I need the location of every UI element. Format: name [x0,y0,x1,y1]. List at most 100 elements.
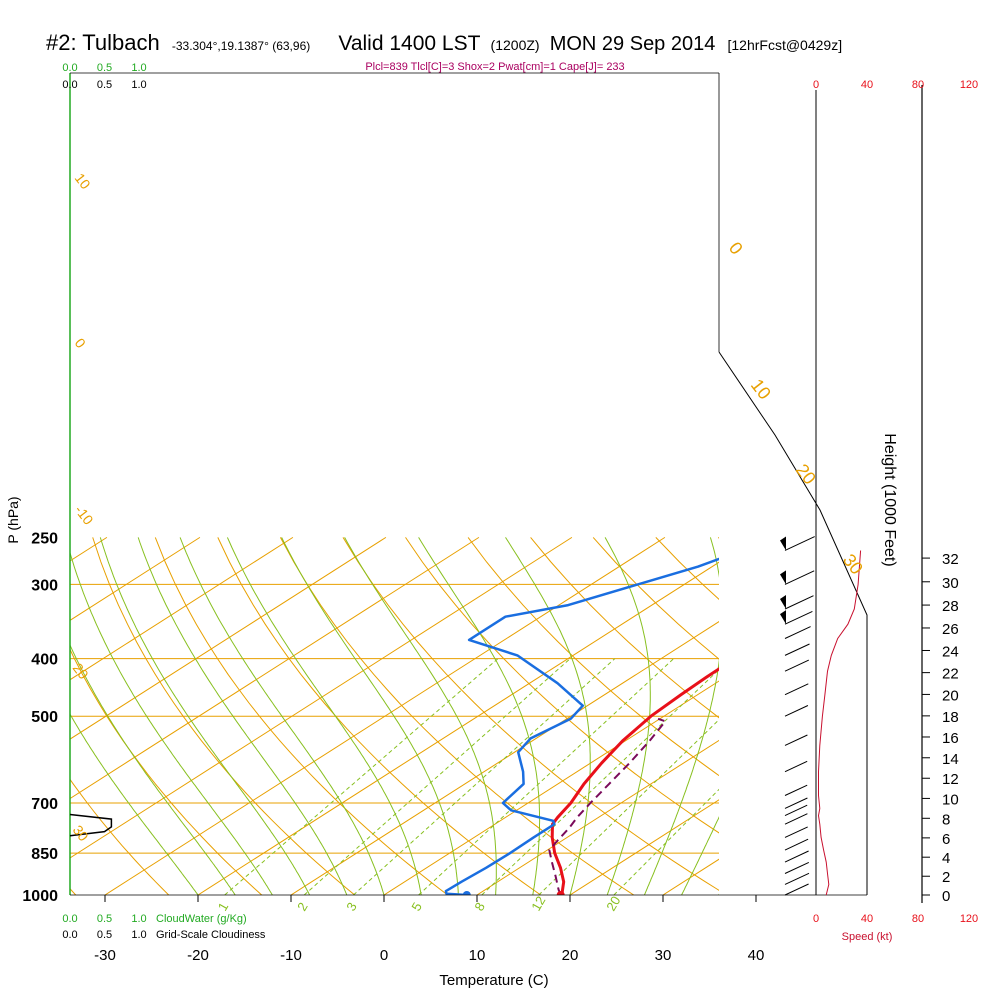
wind-panel-boundary [718,351,868,895]
cloudiness-tick-bottom: 0.5 [97,929,112,941]
cloud-water-tick-top: 1.0 [131,62,146,74]
wind-speed-tick-bottom: 40 [861,913,873,925]
isotherm-line [569,799,719,895]
isotherm-line [104,536,666,895]
height-tick-label: 12 [942,771,959,788]
wind-speed-label: Speed (kt) [842,931,893,943]
wind-barb-staff [784,643,810,656]
forecast-info: [12hrFcst@0429z] [727,37,842,53]
y-tick-label: 400 [31,652,58,669]
dry-adiabat [405,537,719,834]
x-axis: -30 -20 -10 0 10 20 30 40 [94,895,764,964]
mixing-ratio-line [303,658,571,895]
height-tick-label: 6 [942,831,950,848]
y-tick-label: 250 [31,530,58,547]
surface-dewpoint-dot [462,891,471,895]
dry-adiabat [342,537,719,891]
wind-speed-tick-bottom: 80 [912,913,924,925]
cloudiness-tick-top: 1.0 [131,79,146,91]
isotherm-line [197,561,719,895]
wind-barb-staff [784,610,813,625]
wind-barb-staff [784,784,808,796]
x-tick-label: 30 [655,947,672,964]
temperature-trace [550,667,719,895]
height-tick-label: 28 [942,598,959,615]
wind-barb-staff [784,626,811,639]
wind-barb-staff [784,861,810,874]
moist-adiabat [643,537,719,895]
wind-barb-staff [784,734,808,746]
wind-barb-staff [784,826,808,838]
isotherm-line [476,739,719,895]
dry-adiabat [467,537,719,777]
cloudiness-tick-top: 0.0 [62,79,77,91]
moist-adiabat [179,537,385,895]
cloud-water-tick-top: 0.0 [62,62,77,74]
isotherm-line [70,536,201,621]
wind-barb-staff [784,659,810,672]
height-tick-label: 14 [942,751,959,768]
svg-text:#2: Tulbach -33.304°,19.13: #2: Tulbach -33.304°,19.1387° (63,96) Va… [46,30,842,55]
wind-speed-tick-top: 0 [813,79,819,91]
y-tick-label: 700 [31,796,58,813]
y-tick-label: 500 [31,709,58,726]
wind-speed-tick-top: 40 [861,79,873,91]
x-tick-label: -10 [280,947,302,964]
wind-barb-staff [784,872,810,885]
wind-speed-tick-top: 80 [912,79,924,91]
parcel-trace [548,717,667,895]
station-title: #2: Tulbach [46,30,160,55]
x-tick-label: 40 [748,947,765,964]
moist-adiabat [226,537,422,895]
wind-barb-staff [784,804,808,817]
cloud-ticks: 0.0 0.0 0.5 0.5 1.0 1.0 0.0 0.0 0.5 0.5 1.0 1.0 [62,62,146,941]
sounding-traces [444,557,719,895]
moist-adiabat [70,643,236,895]
cloud-water-tick-bottom: 1.0 [131,913,146,925]
dry-adiabat [217,537,541,895]
isotherm-line [383,680,719,895]
mixing-ratio-line [418,658,675,895]
mixing-ratio-label: 12 [528,893,548,913]
x-tick-label: -30 [94,947,116,964]
isotherm-line [290,621,719,895]
wind-barb-staff [784,683,809,696]
moist-adiabat [505,537,591,895]
height-tick-label: 24 [942,643,959,660]
dewpoint-trace [444,557,719,895]
wind-barb-pennant [780,594,786,609]
mixing-ratio-label: 20 [603,893,623,913]
moist-adiabat [70,550,273,895]
station-coords: -33.304°,19.1387° (63,96) [172,39,310,53]
y-axis: 250 300 400 500 700 850 1000 [22,530,58,905]
wind-barbs [780,536,815,896]
utc-time: (1200Z) [491,37,540,53]
cloud-water-tick-top: 0.5 [97,62,112,74]
wind-barb-pennant [780,536,786,551]
cloud-water-label: CloudWater (g/Kg) [156,913,247,925]
isotherm-line [70,536,573,859]
y-axis-label: P (hPa) [5,496,21,543]
x-tick-label: 20 [562,947,579,964]
moist-adiabat [99,537,311,895]
height-tick-label: 16 [942,730,959,747]
moist-adiabat [137,537,348,895]
wind-speed-tick-bottom: 0 [813,913,819,925]
cloudiness-profile [69,813,113,837]
height-axis-label: Height (1000 Feet) [881,433,898,566]
wind-barb-pennant [780,570,786,585]
x-tick-label: 0 [380,947,388,964]
height-tick-label: 30 [942,575,959,592]
moist-adiabat [70,713,199,895]
height-tick-label: 32 [942,551,959,568]
height-tick-label: 8 [942,811,950,828]
mixing-ratio-line [481,668,719,895]
forecast-date: MON 29 Sep 2014 [550,33,716,55]
cloudiness-tick-bottom: 1.0 [131,929,146,941]
dry-adiabat [592,537,719,660]
cloudiness-label: Grid-Scale Cloudiness [156,929,266,941]
height-tick-label: 26 [942,621,959,638]
